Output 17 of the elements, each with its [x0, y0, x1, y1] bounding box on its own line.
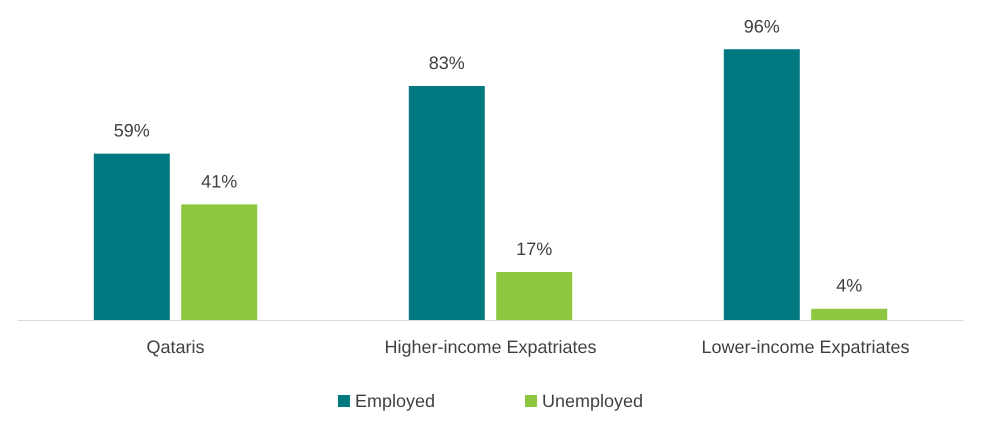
x-tick-label: Higher-income Expatriates	[384, 337, 597, 357]
data-label: 59%	[114, 120, 150, 141]
data-label: 41%	[201, 171, 238, 192]
data-label: 96%	[744, 16, 780, 36]
legend-label: Employed	[354, 391, 435, 411]
bar	[811, 308, 888, 320]
bar	[724, 49, 800, 320]
data-label: 4%	[836, 276, 862, 296]
bar	[496, 272, 572, 320]
bar	[181, 204, 258, 320]
x-tick-label: Lower-income Expatriates	[701, 337, 910, 357]
bar	[408, 86, 485, 320]
legend-label: Unemployed	[542, 391, 644, 411]
x-tick-label: Qataris	[146, 337, 205, 357]
bar	[94, 154, 170, 320]
data-label: 83%	[428, 52, 465, 73]
data-label: 17%	[516, 239, 552, 260]
